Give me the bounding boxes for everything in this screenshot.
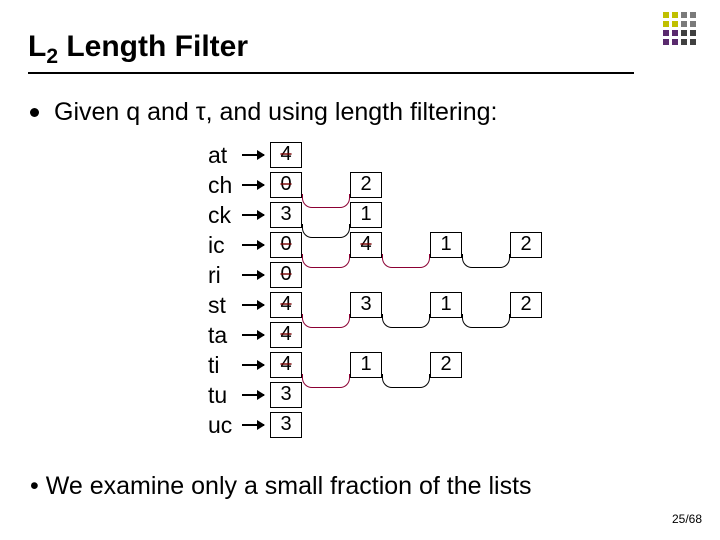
list-cell: 1 [350,352,382,378]
row-label: ta [208,320,244,350]
page-number: 25/68 [672,512,702,526]
slide-logo [663,12,696,45]
row-label: st [208,290,244,320]
list-cell: 2 [350,172,382,198]
list-cell: 4 [270,322,302,348]
title-subscript: 2 [46,45,58,68]
row-label: at [208,140,244,170]
title-rest: Length Filter [58,30,248,63]
chain-link [382,374,430,388]
chain-link [302,254,350,268]
row-label: tu [208,380,244,410]
chain-link [462,254,510,268]
chain-link [382,254,430,268]
chain-link [462,314,510,328]
title-underline [28,72,634,74]
row-label: ri [208,260,244,290]
arrow-icon [242,214,264,216]
arrow-icon [242,184,264,186]
row-label: ck [208,200,244,230]
bullet-icon [30,108,39,117]
list-cell: 4 [270,142,302,168]
list-cell: 4 [270,352,302,378]
list-cell: 3 [270,382,302,408]
arrow-icon [242,364,264,366]
list-cell: 2 [510,292,542,318]
chain-link [302,314,350,328]
list-cell: 1 [430,232,462,258]
arrow-icon [242,394,264,396]
bullet-text: Given q and τ, and using length filterin… [54,98,498,127]
chain-link [302,224,350,238]
list-cell: 0 [270,172,302,198]
list-cell: 2 [510,232,542,258]
footer-text: • We examine only a small fraction of th… [30,472,532,501]
list-cell: 3 [270,202,302,228]
row-label: uc [208,410,244,440]
title-prefix: L [28,30,46,63]
arrow-icon [242,154,264,156]
list-cell: 3 [270,412,302,438]
list-cell: 2 [430,352,462,378]
list-cell: 0 [270,232,302,258]
list-cell: 4 [270,292,302,318]
row-label: ti [208,350,244,380]
slide-title: L2 Length Filter [28,30,248,69]
arrow-icon [242,274,264,276]
list-cell: 1 [350,202,382,228]
arrow-icon [242,424,264,426]
chain-link [382,314,430,328]
chain-link [302,194,350,208]
chain-link [302,374,350,388]
arrow-icon [242,244,264,246]
list-cell: 4 [350,232,382,258]
filter-diagram: at 4 ch 0 2 ck 3 1 ic 0 4 1 2 ri 0 st 4 3 1 2 ta 4 ti 4 1 2 tu 3 uc 3 [180,140,600,460]
list-cell: 1 [430,292,462,318]
row-label: ic [208,230,244,260]
list-cell: 3 [350,292,382,318]
arrow-icon [242,334,264,336]
arrow-icon [242,304,264,306]
row-label: ch [208,170,244,200]
list-cell: 0 [270,262,302,288]
